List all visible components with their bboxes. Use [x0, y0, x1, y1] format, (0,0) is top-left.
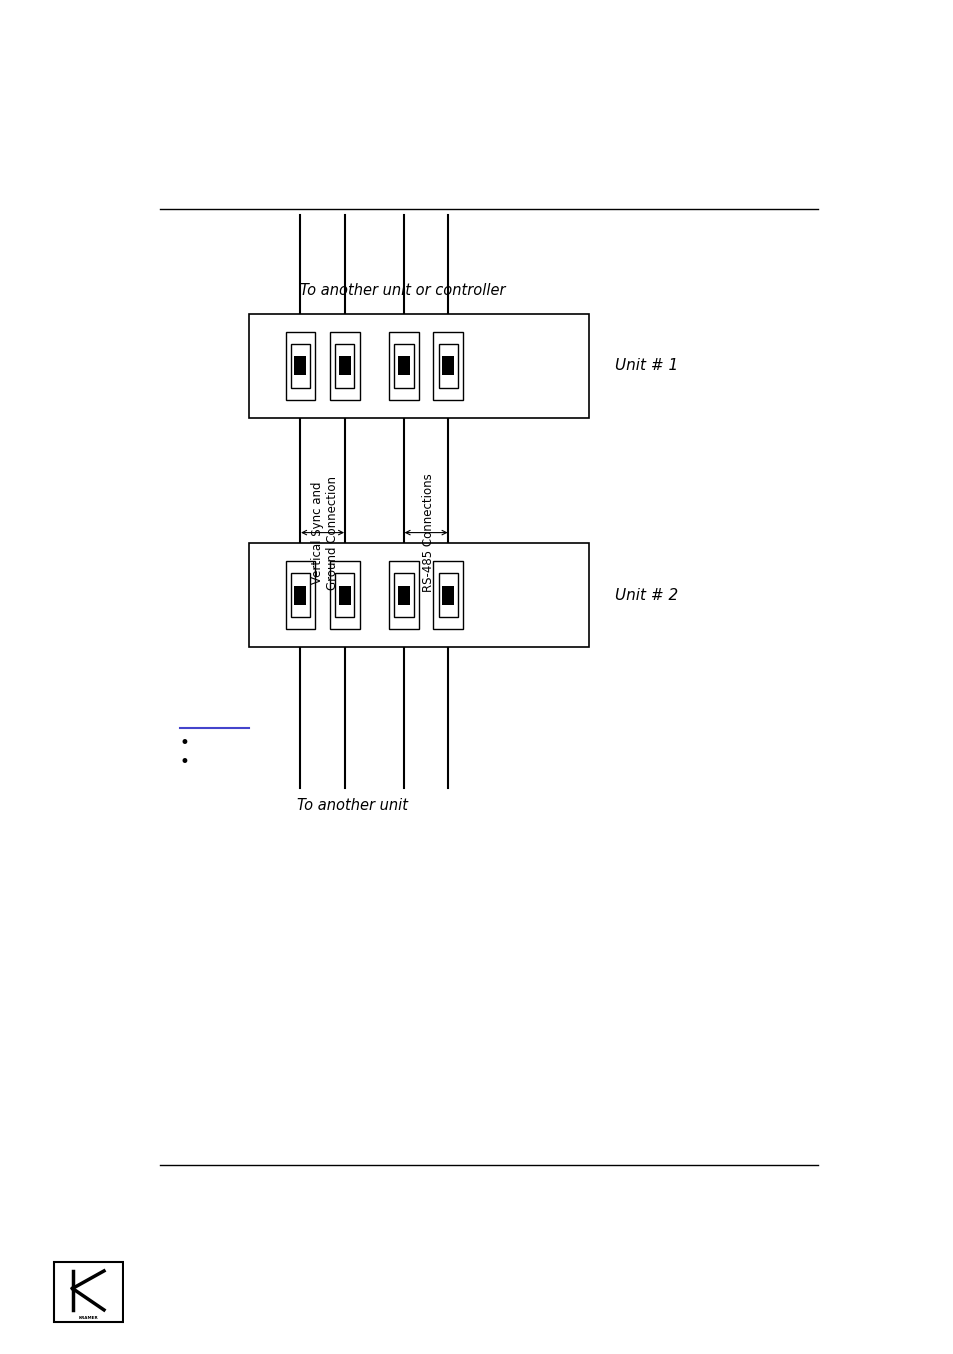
Bar [442, 586, 454, 604]
Bar [294, 586, 306, 604]
Bar [438, 344, 457, 387]
Bar [335, 344, 354, 387]
Bar [397, 586, 410, 604]
Bar [442, 356, 454, 375]
Bar [397, 356, 410, 375]
Bar [438, 573, 457, 617]
Bar [249, 314, 588, 418]
Bar [285, 332, 314, 399]
Bar [338, 356, 351, 375]
Bar [433, 562, 462, 630]
Bar [338, 586, 351, 604]
Text: To another unit: To another unit [296, 799, 407, 814]
Bar [433, 332, 462, 399]
Bar [394, 344, 413, 387]
Text: Unit # 1: Unit # 1 [614, 359, 678, 374]
Bar [291, 573, 310, 617]
Bar [389, 562, 418, 630]
Bar [285, 562, 314, 630]
Text: •: • [180, 734, 190, 753]
Bar [330, 332, 359, 399]
Bar [249, 543, 588, 647]
Bar [394, 573, 413, 617]
Text: RS-485 Connections: RS-485 Connections [421, 473, 435, 592]
Bar [335, 573, 354, 617]
Bar [330, 562, 359, 630]
Text: To another unit or controller: To another unit or controller [300, 283, 505, 298]
Bar [294, 356, 306, 375]
Text: KRAMER: KRAMER [78, 1316, 98, 1320]
Text: •: • [180, 753, 190, 770]
Text: Vertical Sync and
Ground Connection: Vertical Sync and Ground Connection [311, 475, 338, 589]
Bar [389, 332, 418, 399]
Bar [291, 344, 310, 387]
Text: Unit # 2: Unit # 2 [614, 588, 678, 603]
